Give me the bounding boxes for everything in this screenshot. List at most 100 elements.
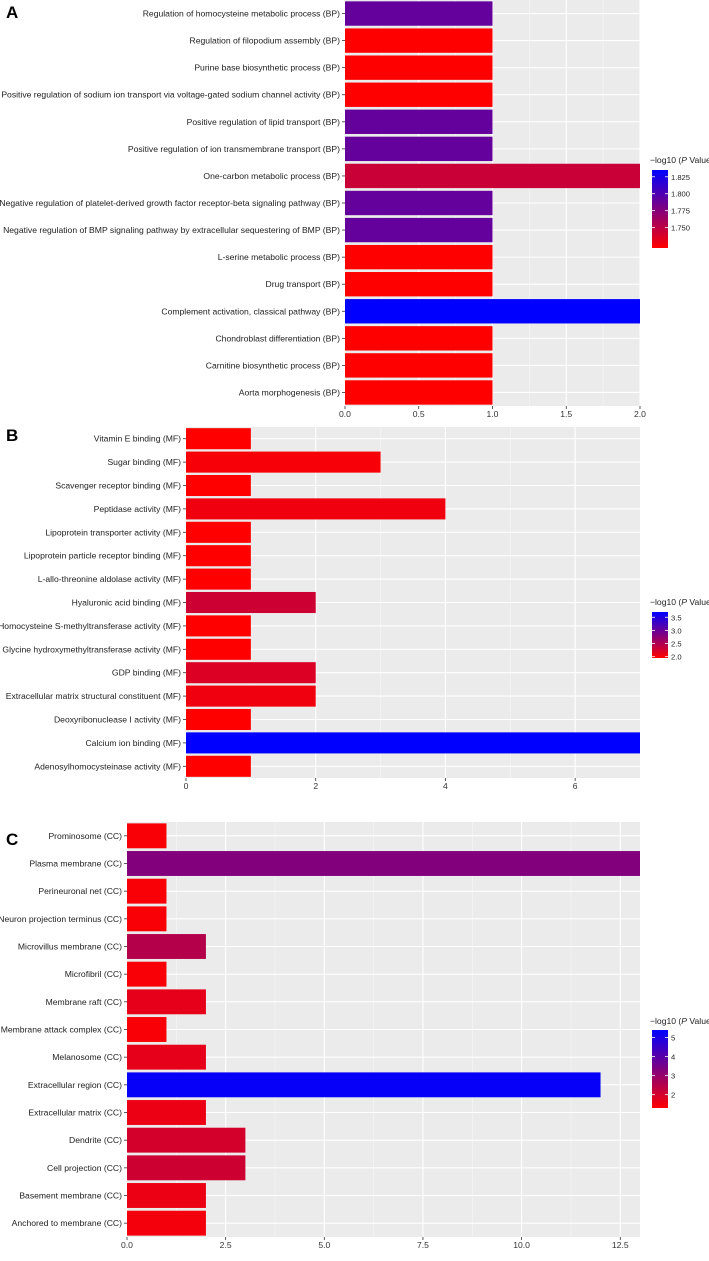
bar bbox=[345, 55, 493, 80]
bar bbox=[127, 906, 167, 932]
legend-title-italic: P bbox=[681, 1016, 687, 1026]
category-label: L-serine metabolic process (BP) bbox=[218, 252, 340, 262]
legend-tick-label: 1.775 bbox=[671, 207, 690, 216]
x-tick-label: 12.5 bbox=[612, 1240, 629, 1250]
panel-letter: A bbox=[6, 3, 18, 22]
x-tick-label: 2.0 bbox=[634, 409, 646, 419]
legend-title-prefix: −log10 ( bbox=[650, 1016, 681, 1026]
bar bbox=[345, 1, 493, 26]
bar bbox=[127, 851, 640, 876]
panel-a: A Regulation of homocysteine metabolic pr… bbox=[0, 0, 709, 419]
bar bbox=[186, 638, 251, 660]
category-label: Homocysteine S-methyltransferase activit… bbox=[0, 621, 181, 631]
bar bbox=[345, 28, 493, 53]
bar bbox=[127, 989, 206, 1015]
bar bbox=[186, 474, 251, 497]
bar bbox=[186, 732, 640, 754]
color-legend: −log10 (P Value) 5 4 3 2 bbox=[650, 1016, 709, 1108]
bar bbox=[127, 961, 167, 987]
category-label: Melanosome (CC) bbox=[52, 1052, 122, 1062]
legend-title-italic: P bbox=[681, 597, 687, 607]
legend-title: −log10 (P Value) bbox=[650, 155, 709, 165]
color-legend: −log10 (P Value) 3.5 3.0 2.5 2.0 bbox=[650, 597, 709, 662]
color-legend: −log10 (P Value) 1.825 1.800 1.775 1.750 bbox=[650, 155, 709, 248]
category-label: Vitamin E binding (MF) bbox=[94, 434, 181, 444]
category-label: Purine base biosynthetic process (BP) bbox=[194, 63, 340, 73]
category-label: Prominosome (CC) bbox=[48, 831, 122, 841]
bar bbox=[345, 244, 493, 270]
category-label: Deoxyribonuclease I activity (MF) bbox=[54, 715, 181, 725]
category-label: Hyaluronic acid binding (MF) bbox=[72, 598, 182, 608]
category-label: Carnitine biosynthetic process (BP) bbox=[206, 360, 340, 370]
x-tick-label: 0.0 bbox=[121, 1240, 133, 1250]
category-label: Sugar binding (MF) bbox=[107, 457, 181, 467]
bar bbox=[186, 591, 316, 614]
category-label: Extracellular matrix structural constitu… bbox=[6, 691, 181, 701]
x-tick-label: 0 bbox=[184, 781, 189, 791]
category-label: Peptidase activity (MF) bbox=[94, 504, 182, 514]
legend-tick-label: 1.750 bbox=[671, 224, 690, 233]
x-tick-label: 6 bbox=[573, 781, 578, 791]
bar bbox=[186, 615, 251, 637]
legend-tick-label: 1.825 bbox=[671, 173, 690, 182]
legend-tick-label: 2.0 bbox=[671, 653, 682, 662]
category-label: Positive regulation of lipid transport (… bbox=[187, 117, 340, 127]
x-tick-label: 1.0 bbox=[487, 409, 499, 419]
bar bbox=[345, 163, 640, 189]
category-label: Calcium ion binding (MF) bbox=[85, 738, 181, 748]
legend-title-suffix: Value) bbox=[687, 1016, 709, 1026]
legend-title-italic: P bbox=[681, 155, 687, 165]
category-label: Positive regulation of sodium ion transp… bbox=[1, 90, 340, 100]
x-tick-label: 10.0 bbox=[513, 1240, 530, 1250]
legend-tick-label: 2.5 bbox=[671, 640, 682, 649]
category-label: Plasma membrane (CC) bbox=[29, 859, 122, 869]
legend-tick-label: 3 bbox=[671, 1072, 675, 1081]
category-label: Neuron projection terminus (CC) bbox=[0, 914, 122, 924]
legend-tick-label: 5 bbox=[671, 1034, 675, 1043]
bar bbox=[127, 1100, 206, 1125]
x-tick-label: 2 bbox=[313, 781, 318, 791]
legend-tick-label: 3.5 bbox=[671, 613, 682, 622]
x-tick-label: 2.5 bbox=[220, 1240, 232, 1250]
bar bbox=[345, 217, 493, 243]
bar bbox=[186, 521, 251, 543]
legend-tick-label: 2 bbox=[671, 1091, 675, 1100]
category-label: Adenosylhomocysteinase activity (MF) bbox=[34, 761, 181, 771]
bar bbox=[186, 545, 251, 567]
bar bbox=[186, 498, 446, 520]
category-label: Regulation of homocysteine metabolic pro… bbox=[143, 9, 340, 19]
category-label: One-carbon metabolic process (BP) bbox=[203, 171, 340, 181]
bar bbox=[127, 823, 167, 849]
bar bbox=[127, 1072, 601, 1098]
legend-tick-label: 1.800 bbox=[671, 190, 690, 199]
x-tick-label: 1.5 bbox=[560, 409, 572, 419]
category-label: L-allo-threonine aldolase activity (MF) bbox=[38, 574, 181, 584]
panel-c: C Prominosome (CC) Plasma membrane (CC) Per… bbox=[0, 822, 709, 1250]
bar bbox=[186, 708, 251, 731]
category-label: Complement activation, classical pathway… bbox=[161, 306, 340, 316]
legend-tick-label: 3.0 bbox=[671, 626, 682, 635]
category-label: Negative regulation of BMP signaling pat… bbox=[3, 225, 340, 235]
category-label: Positive regulation of ion transmembrane… bbox=[128, 144, 340, 154]
category-label: Regulation of filopodium assembly (BP) bbox=[190, 36, 341, 46]
bar bbox=[127, 1044, 206, 1070]
bar bbox=[127, 1210, 206, 1236]
bar bbox=[186, 685, 316, 707]
category-label: Dendrite (CC) bbox=[69, 1135, 122, 1145]
bar bbox=[345, 353, 493, 378]
legend-title-suffix: Value) bbox=[687, 155, 709, 165]
category-label: Extracellular matrix (CC) bbox=[28, 1108, 122, 1118]
bar bbox=[186, 755, 251, 777]
x-tick-label: 0.0 bbox=[339, 409, 351, 419]
legend-title-suffix: Value) bbox=[687, 597, 709, 607]
legend-title: −log10 (P Value) bbox=[650, 1016, 709, 1026]
category-label: GDP binding (MF) bbox=[112, 668, 181, 678]
bar bbox=[127, 878, 167, 904]
bar bbox=[345, 136, 493, 162]
bar bbox=[127, 1017, 167, 1042]
legend-title-prefix: −log10 ( bbox=[650, 155, 681, 165]
bar bbox=[186, 428, 251, 450]
bar bbox=[345, 380, 493, 405]
bar bbox=[186, 451, 381, 473]
